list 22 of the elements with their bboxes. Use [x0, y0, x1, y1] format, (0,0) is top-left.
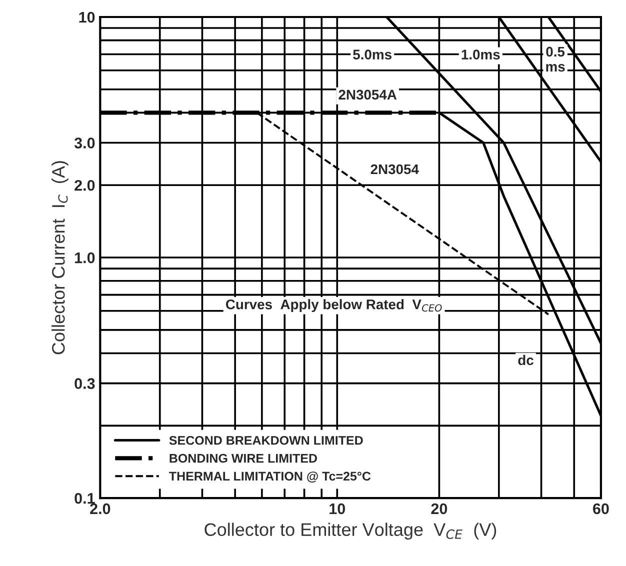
annotation: 0.5 ms: [546, 46, 565, 72]
annotation: 1.0ms: [462, 50, 500, 60]
legend-label: THERMAL LIMITATION @ Tc=25°C: [169, 472, 371, 482]
annotation: Curves Apply below Rated V$_{CEO}$: [226, 299, 442, 312]
y-tick-label: 2.0: [74, 180, 95, 191]
legend-label: BONDING WIRE LIMITED: [170, 454, 317, 463]
annotation: 2N3054A: [338, 90, 397, 100]
y-tick-label: 10: [79, 12, 95, 23]
x-tick-label: 60: [593, 503, 609, 514]
y-tick-label: 0.3: [74, 378, 95, 390]
x-tick-label: 20: [431, 503, 448, 514]
annotation: dc: [518, 354, 534, 366]
x-tick-label: 2.0: [90, 503, 110, 514]
legend-label: SECOND BREAKDOWN LIMITED: [169, 436, 363, 445]
y-tick-label: 0.1: [74, 492, 95, 504]
x-axis-title: Collector to Emitter Voltage V$_{CE}$ (V): [204, 522, 496, 540]
y-tick-label: 3.0: [74, 138, 95, 148]
annotation: 5.0ms: [353, 50, 392, 60]
annotation: 2N3054: [370, 164, 419, 174]
x-tick-label: 10: [330, 503, 346, 514]
y-axis-title: Collector Current I$_{C}$ (A): [52, 161, 68, 354]
y-tick-label: 1.0: [75, 252, 95, 264]
